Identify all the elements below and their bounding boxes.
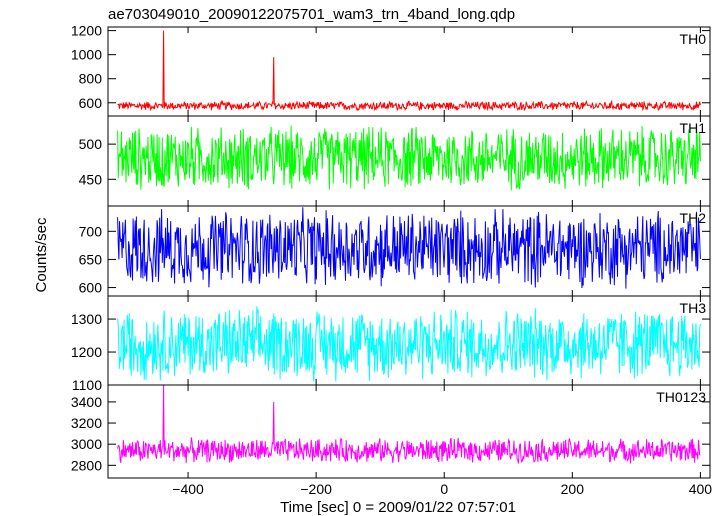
x-axis-label: Time [sec] 0 = 2009/01/22 07:57:01 — [280, 499, 516, 516]
y-tick-label: 600 — [79, 280, 103, 296]
chart-title: ae703049010_20090122075701_wam3_trn_4ban… — [108, 6, 515, 23]
series-label-th3: TH3 — [680, 300, 707, 316]
y-tick-label: 650 — [79, 251, 103, 267]
y-tick-label: 1200 — [71, 344, 102, 360]
y-tick-label: 1200 — [71, 23, 102, 39]
series-label-th0: TH0 — [680, 31, 707, 47]
series-label-th2: TH2 — [680, 210, 707, 226]
y-tick-label: 1300 — [71, 311, 102, 327]
x-tick-label: 200 — [561, 481, 585, 497]
series-label-th1: TH1 — [680, 120, 707, 136]
panel-frame-th0123 — [107, 384, 711, 479]
series-line-th3 — [117, 306, 701, 382]
y-tick-label: 1000 — [71, 47, 102, 63]
y-tick-label: 450 — [79, 171, 103, 187]
x-tick-label: 0 — [440, 481, 448, 497]
series-line-th0 — [117, 30, 701, 112]
series-label-th0123: TH0123 — [656, 389, 706, 405]
y-axis-label: Counts/sec — [33, 217, 50, 293]
series-line-th2 — [117, 207, 701, 289]
x-tick-label: −400 — [172, 481, 204, 497]
y-tick-label: 800 — [79, 71, 103, 87]
series-line-th1 — [117, 125, 701, 191]
x-tick-label: −200 — [300, 481, 332, 497]
y-tick-label: 500 — [79, 136, 103, 152]
y-tick-label: 700 — [79, 223, 103, 239]
y-tick-label: 3200 — [71, 415, 102, 431]
x-tick-label: 400 — [689, 481, 713, 497]
series-line-th0123 — [117, 384, 701, 464]
y-tick-label: 600 — [79, 95, 103, 111]
y-tick-label: 3400 — [71, 394, 102, 410]
y-tick-label: 2800 — [71, 457, 102, 473]
y-tick-label: 3000 — [71, 436, 102, 452]
y-tick-label: 1100 — [72, 377, 102, 393]
